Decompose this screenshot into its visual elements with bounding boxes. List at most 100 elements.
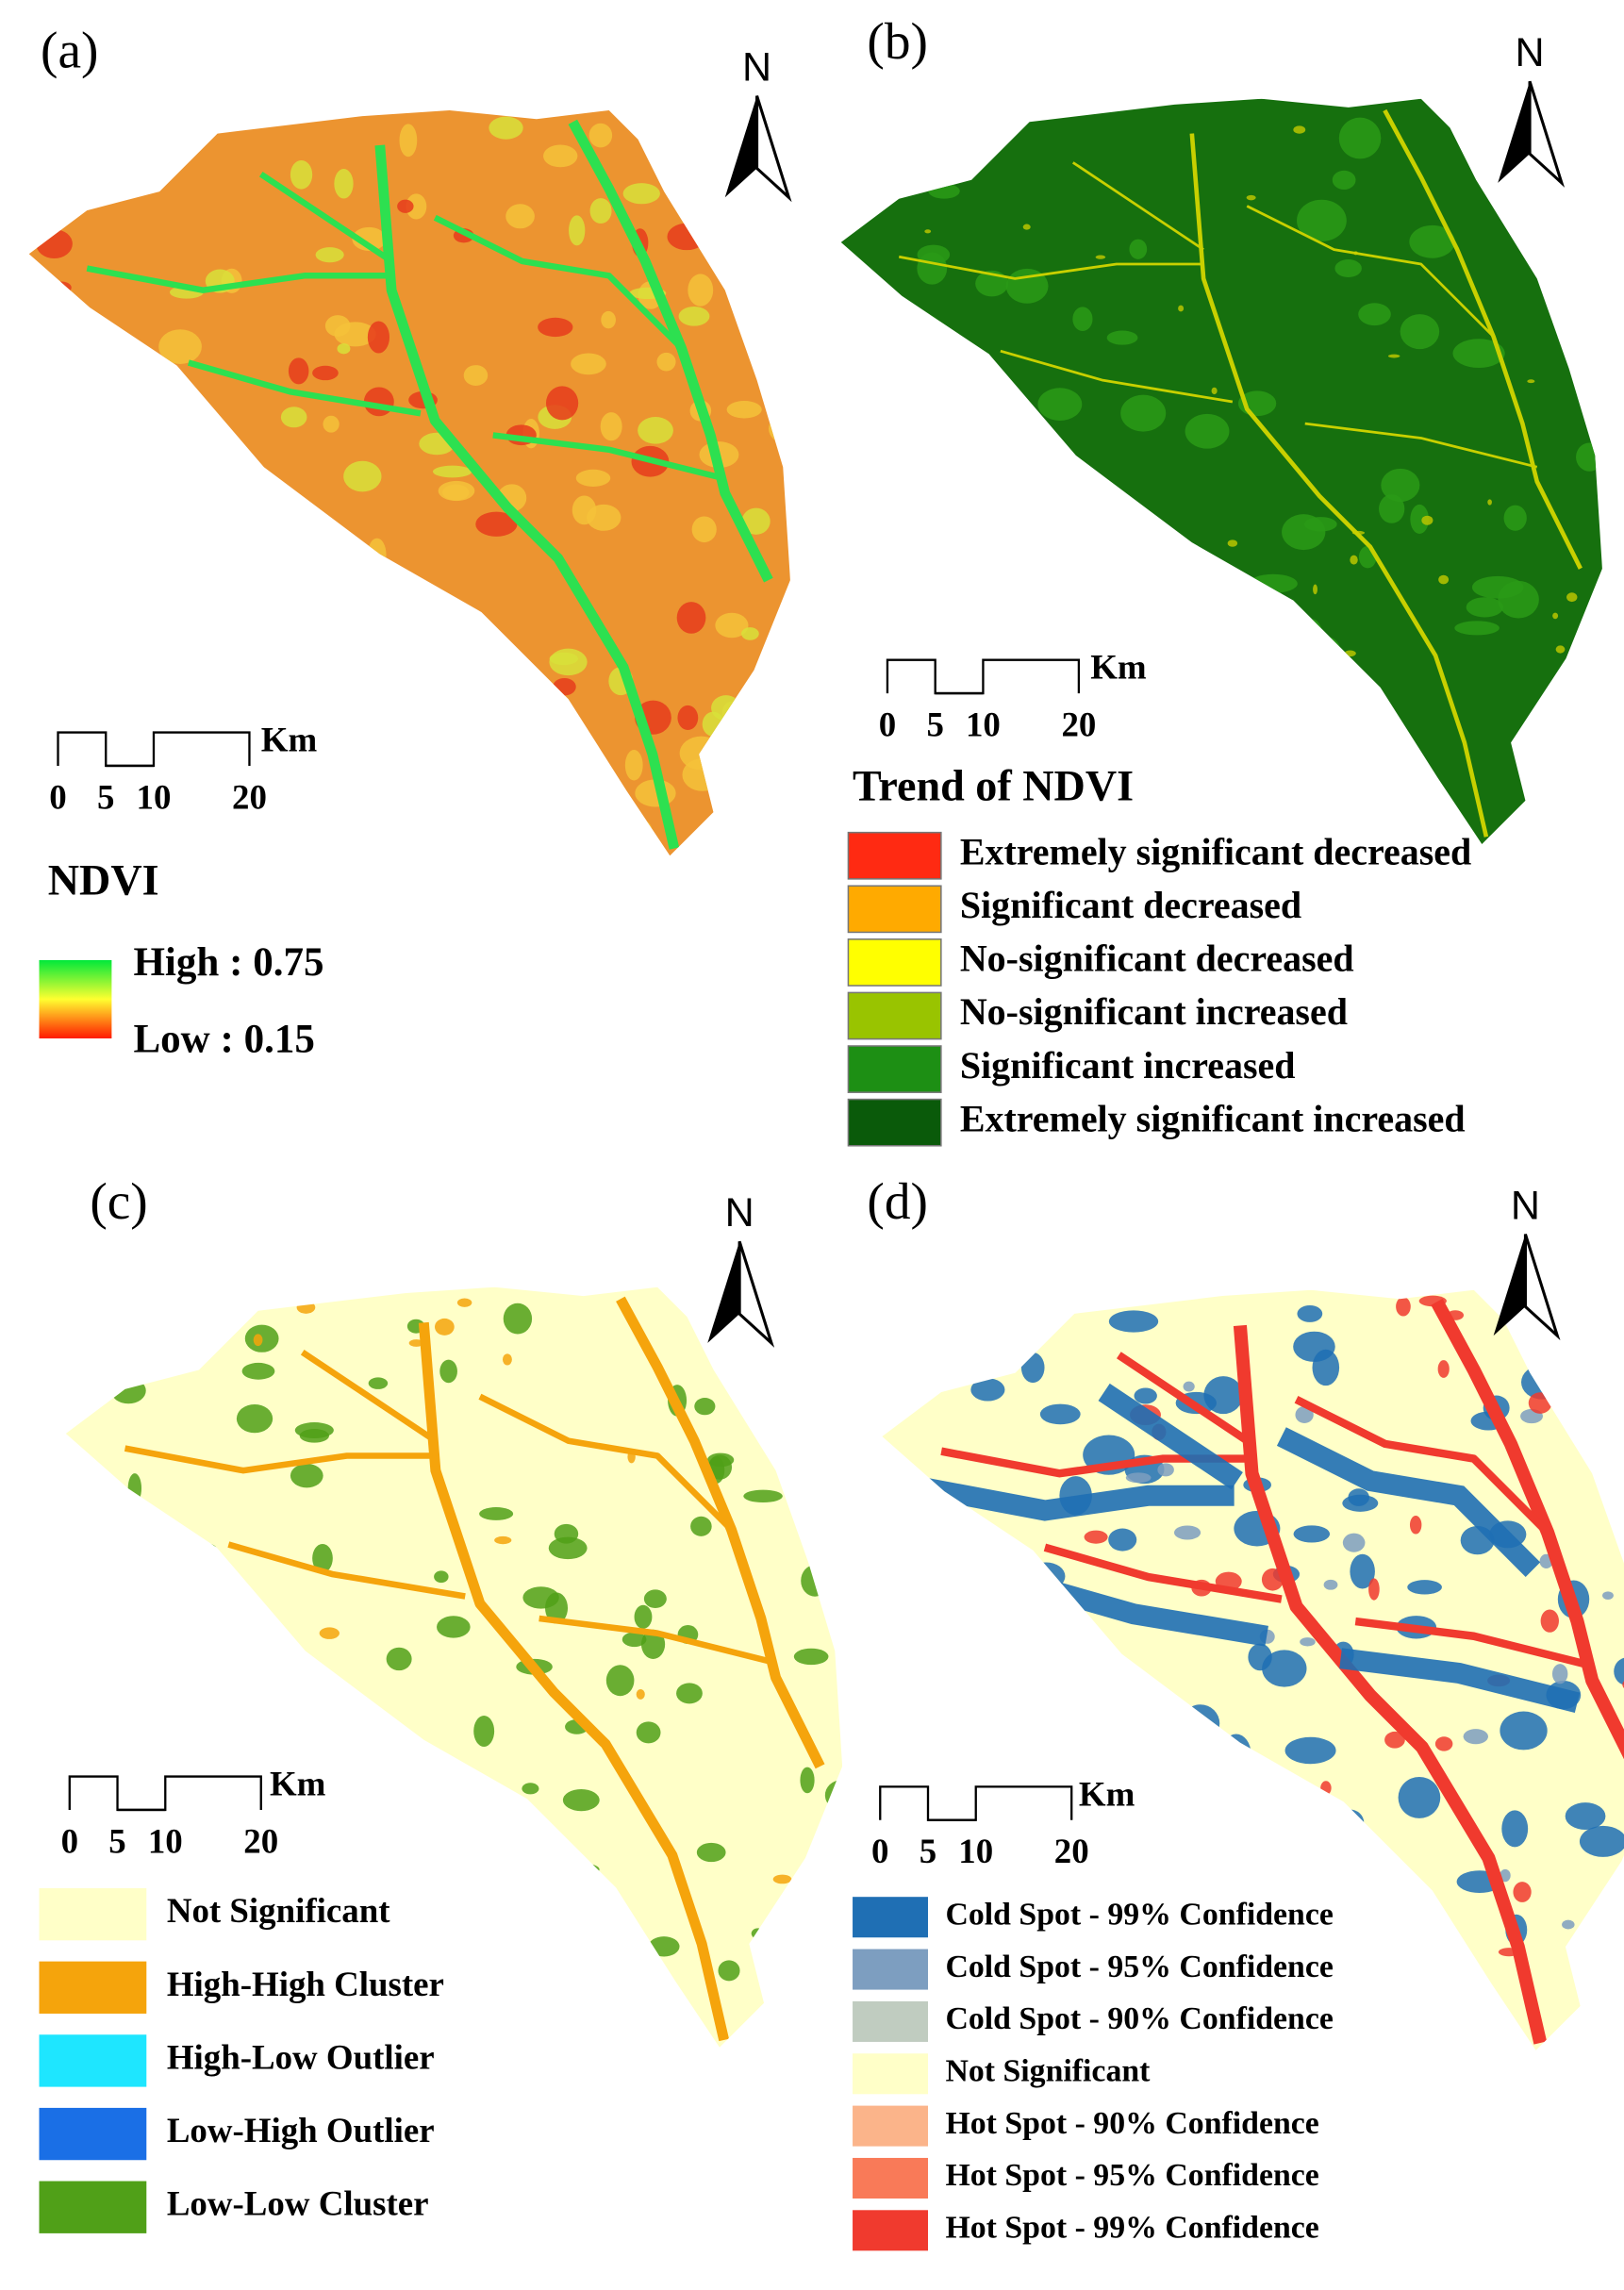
map-patch <box>1139 557 1159 581</box>
map-patch <box>1246 194 1256 201</box>
map-patch <box>1398 1776 1441 1818</box>
map-patch <box>1145 544 1195 586</box>
map-patch <box>319 1627 340 1639</box>
river <box>418 1321 730 2042</box>
map-patch <box>622 183 660 205</box>
scale-label: 0 <box>61 1821 78 1860</box>
map-patch <box>537 1923 552 1932</box>
scale-label: 10 <box>148 1821 183 1860</box>
map-patch <box>158 329 202 364</box>
map-patch <box>923 1530 946 1540</box>
map-patch <box>741 627 759 640</box>
map-patch <box>1334 1809 1365 1835</box>
map-patch <box>887 366 897 373</box>
map-patch <box>715 612 749 639</box>
river <box>258 171 393 264</box>
map-patch <box>432 465 472 478</box>
map-patch <box>1248 1643 1272 1671</box>
map-patch <box>367 321 390 354</box>
map-patch <box>624 750 643 781</box>
map-patch <box>793 1648 829 1666</box>
map-patch <box>386 1647 412 1671</box>
map-patch <box>408 1339 424 1347</box>
map-patch <box>852 716 873 737</box>
map-patch <box>369 703 402 725</box>
map-patch <box>921 451 957 466</box>
scale-label: 10 <box>137 777 172 816</box>
map-patch <box>323 415 340 433</box>
watershed-map <box>882 1289 1624 2050</box>
scale-label: 10 <box>966 705 1001 743</box>
legend-swatch <box>853 2000 928 2042</box>
map-patch <box>918 1615 959 1651</box>
map-patch <box>253 1334 263 1347</box>
map-patch <box>479 807 500 823</box>
legend-label: Not Significant <box>167 1891 390 1930</box>
map-patch <box>1211 387 1218 395</box>
map-patch <box>36 229 73 258</box>
map-patch <box>746 697 777 721</box>
map-patch <box>1410 504 1430 534</box>
map-patch <box>553 677 576 696</box>
map-patch <box>1458 1997 1478 2035</box>
map-patch <box>1614 1657 1624 1685</box>
map-patch <box>575 469 611 487</box>
map-patch <box>1297 199 1347 241</box>
river <box>616 1296 825 1769</box>
map-patch <box>710 778 737 798</box>
scale-label: 5 <box>920 1832 936 1870</box>
map-patch <box>1562 1919 1575 1930</box>
map-patch <box>743 1489 783 1503</box>
panel-label: (b) <box>867 12 928 70</box>
map-patch <box>543 144 578 168</box>
map-patch <box>1096 1932 1122 1942</box>
map-patch <box>948 1330 964 1345</box>
map-patch <box>1007 1291 1019 1305</box>
map-patch <box>1513 1882 1532 1902</box>
map-patch <box>148 161 170 187</box>
map-patch <box>812 1353 833 1364</box>
north-arrow-right <box>755 95 792 203</box>
map-patch <box>1332 170 1356 191</box>
map-patch <box>1528 1392 1552 1414</box>
map-patch <box>1236 700 1270 721</box>
map-patch <box>489 116 523 140</box>
map-patch <box>998 1702 1033 1732</box>
map-patch <box>1438 574 1450 585</box>
map-patch <box>154 1651 175 1668</box>
map-patch <box>1095 255 1106 259</box>
map-patch <box>1246 1879 1269 1898</box>
map-patch <box>554 1523 579 1544</box>
map-patch <box>854 506 900 543</box>
map-patch <box>98 1358 138 1388</box>
map-patch <box>925 1517 962 1539</box>
map-patch <box>1342 1533 1366 1552</box>
map-patch <box>111 461 127 495</box>
map-patch <box>1004 1660 1031 1676</box>
map-patch <box>406 193 427 220</box>
map-patch <box>901 180 913 189</box>
map-patch <box>1084 1530 1108 1544</box>
map-patch <box>801 1565 829 1597</box>
map-patch <box>1261 1568 1284 1591</box>
map-patch <box>1381 468 1420 503</box>
map-patch <box>1342 1856 1367 1883</box>
river <box>1189 133 1489 838</box>
map-patch <box>1108 1528 1137 1552</box>
scale-unit: Km <box>1079 1774 1135 1813</box>
map-patch <box>963 1307 993 1331</box>
panel-label: (d) <box>867 1172 928 1230</box>
panel-label: (a) <box>41 21 98 78</box>
map-patch <box>475 511 518 537</box>
map-patch <box>1129 239 1148 259</box>
map-patch <box>1550 311 1602 327</box>
map-patch <box>1026 1562 1066 1590</box>
map-patch <box>1409 1516 1422 1535</box>
map-patch <box>90 1689 124 1712</box>
map-patch <box>1291 634 1341 665</box>
scale-label: 20 <box>243 1821 278 1860</box>
map-patch <box>110 1377 146 1404</box>
map-patch <box>1300 1637 1316 1647</box>
map-patch <box>559 1863 600 1876</box>
map-patch <box>538 317 573 338</box>
